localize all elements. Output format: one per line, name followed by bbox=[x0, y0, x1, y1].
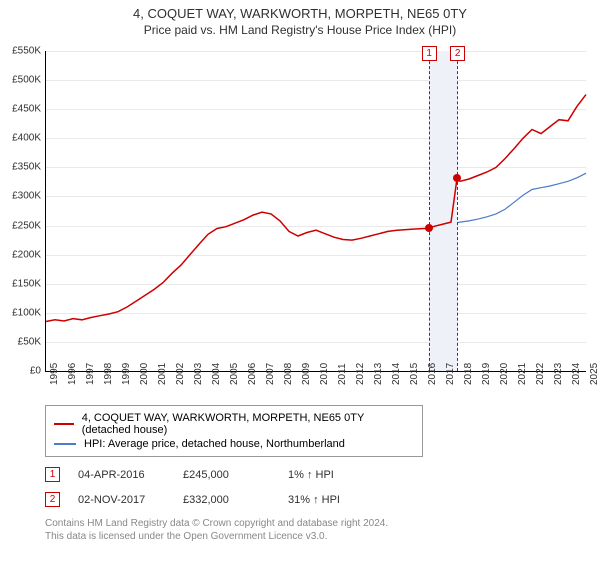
series-line bbox=[46, 95, 586, 322]
legend-swatch bbox=[54, 443, 76, 445]
record-row: 2 02-NOV-2017£332,00031% ↑ HPI bbox=[45, 492, 600, 507]
chart-title: 4, COQUET WAY, WARKWORTH, MORPETH, NE65 … bbox=[0, 6, 600, 21]
marker-label: 1 bbox=[422, 46, 437, 61]
marker-line bbox=[457, 51, 458, 371]
y-axis-label: £400K bbox=[1, 133, 41, 144]
record-price: £332,000 bbox=[183, 494, 288, 506]
legend-text: HPI: Average price, detached house, Nort… bbox=[84, 438, 345, 450]
y-axis-label: £300K bbox=[1, 191, 41, 202]
x-axis-label: 2025 bbox=[589, 363, 600, 385]
y-axis-label: £200K bbox=[1, 249, 41, 260]
x-axis-label: 2019 bbox=[481, 363, 492, 385]
y-axis-label: £150K bbox=[1, 278, 41, 289]
x-axis-label: 2007 bbox=[265, 363, 276, 385]
record-price: £245,000 bbox=[183, 469, 288, 481]
x-axis-label: 2003 bbox=[193, 363, 204, 385]
record-row: 1 04-APR-2016£245,0001% ↑ HPI bbox=[45, 467, 600, 482]
marker-label: 2 bbox=[450, 46, 465, 61]
legend-swatch bbox=[54, 423, 74, 425]
x-axis-label: 1998 bbox=[103, 363, 114, 385]
legend-text: 4, COQUET WAY, WARKWORTH, MORPETH, NE65 … bbox=[82, 412, 414, 436]
record-change: 1% ↑ HPI bbox=[288, 469, 393, 481]
legend: 4, COQUET WAY, WARKWORTH, MORPETH, NE65 … bbox=[45, 405, 423, 457]
data-point bbox=[425, 224, 433, 232]
x-axis-label: 2006 bbox=[247, 363, 258, 385]
x-axis-label: 1996 bbox=[67, 363, 78, 385]
record-change: 31% ↑ HPI bbox=[288, 494, 393, 506]
x-axis-label: 2010 bbox=[319, 363, 330, 385]
x-axis-label: 2013 bbox=[373, 363, 384, 385]
y-axis-label: £500K bbox=[1, 75, 41, 86]
x-axis-label: 1995 bbox=[49, 363, 60, 385]
line-series bbox=[46, 51, 586, 371]
series-line bbox=[457, 173, 586, 222]
x-axis-label: 1997 bbox=[85, 363, 96, 385]
footer-line1: Contains HM Land Registry data © Crown c… bbox=[45, 517, 600, 530]
x-axis-label: 2012 bbox=[355, 363, 366, 385]
record-date: 04-APR-2016 bbox=[78, 469, 183, 481]
record-date: 02-NOV-2017 bbox=[78, 494, 183, 506]
record-marker: 1 bbox=[45, 467, 60, 482]
x-axis-label: 2018 bbox=[463, 363, 474, 385]
x-axis-label: 2022 bbox=[535, 363, 546, 385]
legend-item: HPI: Average price, detached house, Nort… bbox=[54, 438, 414, 450]
x-axis-label: 2023 bbox=[553, 363, 564, 385]
y-axis-label: £550K bbox=[1, 46, 41, 57]
x-axis-label: 2005 bbox=[229, 363, 240, 385]
legend-item: 4, COQUET WAY, WARKWORTH, MORPETH, NE65 … bbox=[54, 412, 414, 436]
x-axis-label: 2002 bbox=[175, 363, 186, 385]
record-marker: 2 bbox=[45, 492, 60, 507]
marker-line bbox=[429, 51, 430, 371]
x-axis-label: 2017 bbox=[445, 363, 456, 385]
x-axis-label: 2000 bbox=[139, 363, 150, 385]
footer-line2: This data is licensed under the Open Gov… bbox=[45, 530, 600, 543]
x-axis-label: 2021 bbox=[517, 363, 528, 385]
y-axis-label: £450K bbox=[1, 104, 41, 115]
x-axis-label: 2020 bbox=[499, 363, 510, 385]
plot: £0£50K£100K£150K£200K£250K£300K£350K£400… bbox=[45, 51, 586, 372]
x-axis-label: 2014 bbox=[391, 363, 402, 385]
x-axis-label: 2008 bbox=[283, 363, 294, 385]
y-axis-label: £100K bbox=[1, 307, 41, 318]
y-axis-label: £0 bbox=[1, 366, 41, 377]
y-axis-label: £350K bbox=[1, 162, 41, 173]
records: 1 04-APR-2016£245,0001% ↑ HPI 2 02-NOV-2017… bbox=[0, 467, 600, 507]
x-axis-label: 2015 bbox=[409, 363, 420, 385]
x-axis-label: 2024 bbox=[571, 363, 582, 385]
footer: Contains HM Land Registry data © Crown c… bbox=[45, 517, 600, 543]
x-axis-label: 2001 bbox=[157, 363, 168, 385]
data-point bbox=[453, 174, 461, 182]
x-axis-label: 2011 bbox=[337, 363, 348, 385]
y-axis-label: £50K bbox=[1, 336, 41, 347]
chart-area: £0 £50K £100K £150K £200K £250K £300K £350K £400… bbox=[0, 41, 600, 401]
y-axis-label: £250K bbox=[1, 220, 41, 231]
x-axis-label: 2009 bbox=[301, 363, 312, 385]
x-axis-label: 2004 bbox=[211, 363, 222, 385]
chart-subtitle: Price paid vs. HM Land Registry's House … bbox=[0, 23, 600, 37]
x-axis-label: 1999 bbox=[121, 363, 132, 385]
